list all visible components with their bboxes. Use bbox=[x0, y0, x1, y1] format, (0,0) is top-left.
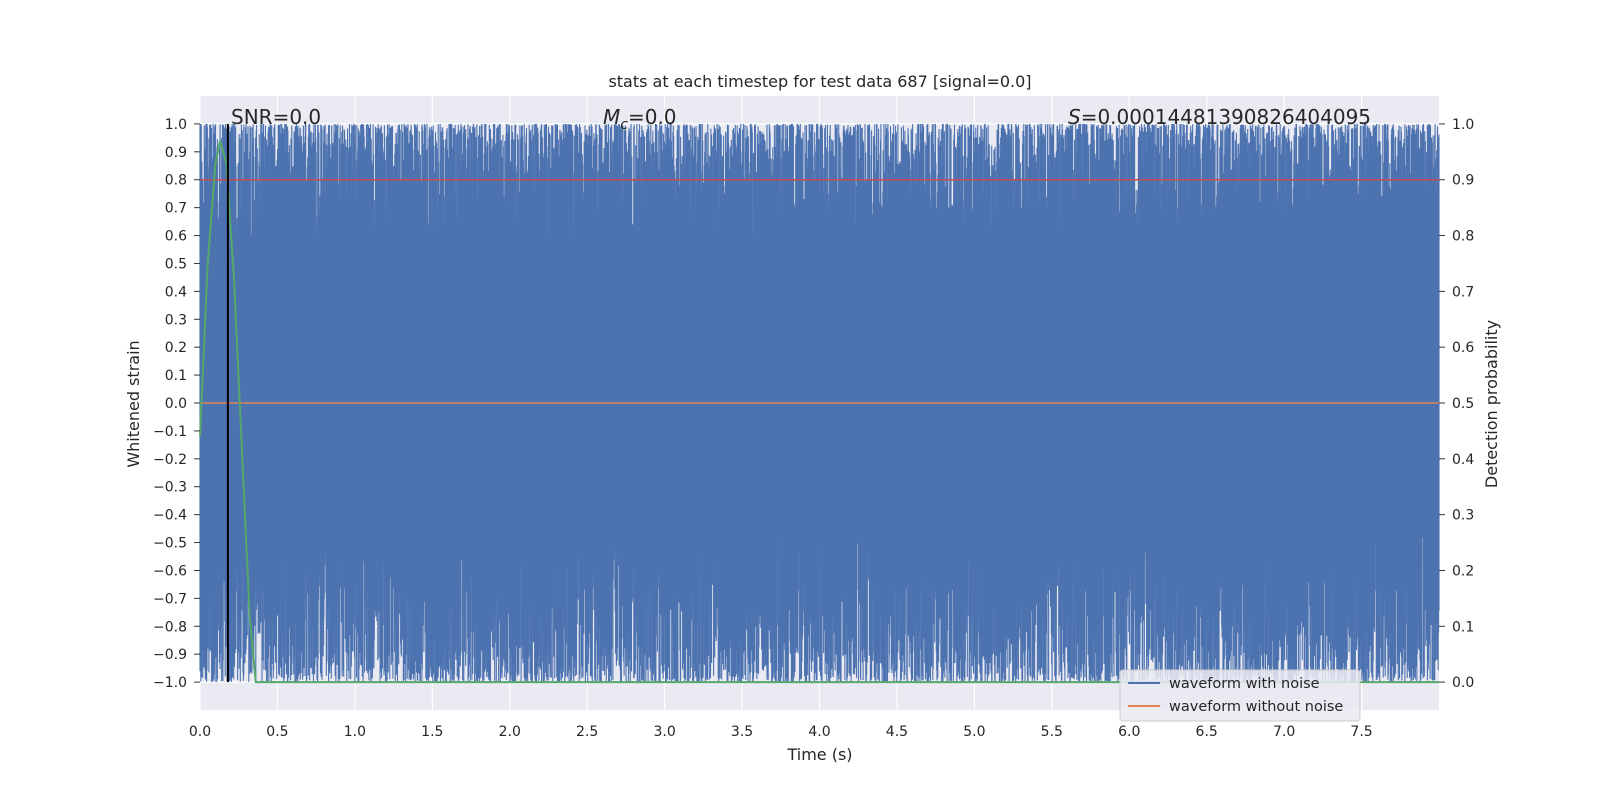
chirp-mass-subscript: c bbox=[620, 117, 628, 133]
y-tick-label-16: −0.6 bbox=[153, 563, 187, 579]
y-tick-label-6: 0.4 bbox=[165, 284, 187, 300]
chirp-mass-value: =0.0 bbox=[628, 105, 677, 129]
series-detection-probability bbox=[199, 140, 1439, 684]
y2-axis-label: Detection probability bbox=[1482, 320, 1501, 488]
x-ticks: 0.0 0.5 1.0 1.5 2.0 2.5 3.0 3.5 4.0 4.5 5.0 5.5 6.0 6… bbox=[189, 724, 1373, 740]
y-tick-label-15: −0.5 bbox=[153, 536, 187, 552]
chirp-mass-annotation: Mc=0.0 bbox=[603, 105, 677, 133]
y2-tick-label-10: 0.0 bbox=[1452, 675, 1474, 691]
x-tick-label-6: 3.0 bbox=[653, 724, 675, 740]
x-tick-label-0: 0.0 bbox=[189, 724, 211, 740]
y2-tick-label-7: 0.3 bbox=[1452, 508, 1474, 524]
chart-title: stats at each timestep for test data 687… bbox=[608, 72, 1031, 91]
x-axis-label: Time (s) bbox=[786, 745, 852, 764]
x-tick-label-1: 0.5 bbox=[266, 724, 288, 740]
y2-tick-label-6: 0.4 bbox=[1452, 452, 1474, 468]
y2-tick-label-8: 0.2 bbox=[1452, 563, 1474, 579]
y-tick-label-20: −1.0 bbox=[153, 675, 187, 691]
s-annotation-symbol: S bbox=[1068, 105, 1081, 129]
line-series bbox=[199, 123, 1439, 684]
y-tick-label-7: 0.3 bbox=[165, 312, 187, 328]
y2-tick-label-3: 0.7 bbox=[1452, 284, 1474, 300]
y2-tick-label-0: 1.0 bbox=[1452, 117, 1474, 133]
y2-tick-label-2: 0.8 bbox=[1452, 229, 1474, 245]
y-tick-label-3: 0.7 bbox=[165, 201, 187, 217]
y-tick-label-2: 0.8 bbox=[165, 173, 187, 189]
series-waveform-with-noise bbox=[199, 123, 1440, 683]
legend-label-clean: waveform without noise bbox=[1169, 699, 1343, 715]
x-tick-label-14: 7.0 bbox=[1273, 724, 1295, 740]
x-tick-label-2: 1.0 bbox=[344, 724, 366, 740]
y-tick-label-8: 0.2 bbox=[165, 340, 187, 356]
y-tick-label-17: −0.7 bbox=[153, 591, 187, 607]
legend-label-noise: waveform with noise bbox=[1169, 676, 1320, 692]
y2-ticks: 1.0 0.9 0.8 0.7 0.6 0.5 0.4 0.3 0.2 0.1 0.0 bbox=[1439, 117, 1474, 691]
x-tick-label-7: 3.5 bbox=[731, 724, 753, 740]
s-annotation: S=0.00014481390826404095 bbox=[1068, 105, 1371, 129]
noise-series bbox=[199, 123, 1440, 683]
y-tick-label-14: −0.4 bbox=[153, 508, 187, 524]
x-tick-label-4: 2.0 bbox=[499, 724, 521, 740]
y-ticks: 1.0 0.9 0.8 0.7 0.6 0.5 0.4 0.3 0.2 0.1 0.0 −0.1 −0.… bbox=[153, 117, 200, 691]
x-tick-label-11: 5.5 bbox=[1041, 724, 1063, 740]
legend-box bbox=[1119, 669, 1361, 722]
y2-tick-label-4: 0.6 bbox=[1452, 340, 1474, 356]
x-tick-label-10: 5.0 bbox=[963, 724, 985, 740]
x-tick-label-3: 1.5 bbox=[421, 724, 443, 740]
y-tick-label-19: −0.9 bbox=[153, 647, 187, 663]
y-tick-label-0: 1.0 bbox=[165, 117, 187, 133]
x-tick-label-5: 2.5 bbox=[576, 724, 598, 740]
x-tick-label-13: 6.5 bbox=[1196, 724, 1218, 740]
legend: waveform with noise waveform without noi… bbox=[1119, 669, 1361, 722]
y-tick-label-5: 0.5 bbox=[165, 256, 187, 272]
x-tick-label-8: 4.0 bbox=[808, 724, 830, 740]
y-tick-label-13: −0.3 bbox=[153, 480, 187, 496]
y-axis-label: Whitened strain bbox=[124, 340, 143, 467]
s-annotation-value: =0.00014481390826404095 bbox=[1081, 105, 1371, 129]
snr-annotation-prefix: SNR bbox=[231, 105, 273, 129]
y2-tick-label-9: 0.1 bbox=[1452, 619, 1474, 635]
y-tick-label-11: −0.1 bbox=[153, 424, 187, 440]
y-tick-label-1: 0.9 bbox=[165, 145, 187, 161]
x-tick-label-9: 4.5 bbox=[886, 724, 908, 740]
chirp-mass-symbol: M bbox=[603, 105, 620, 129]
y2-tick-label-1: 0.9 bbox=[1452, 173, 1474, 189]
y-tick-label-9: 0.1 bbox=[165, 368, 187, 384]
y-tick-label-18: −0.8 bbox=[153, 619, 187, 635]
y-tick-label-12: −0.2 bbox=[153, 452, 187, 468]
snr-annotation: SNR=0.0 bbox=[231, 105, 321, 129]
y2-tick-label-5: 0.5 bbox=[1452, 396, 1474, 412]
x-tick-label-15: 7.5 bbox=[1350, 724, 1372, 740]
snr-annotation-value: =0.0 bbox=[273, 105, 322, 129]
x-tick-label-12: 6.0 bbox=[1118, 724, 1140, 740]
y-tick-label-4: 0.6 bbox=[165, 229, 187, 245]
y-tick-label-10: 0.0 bbox=[165, 396, 187, 412]
